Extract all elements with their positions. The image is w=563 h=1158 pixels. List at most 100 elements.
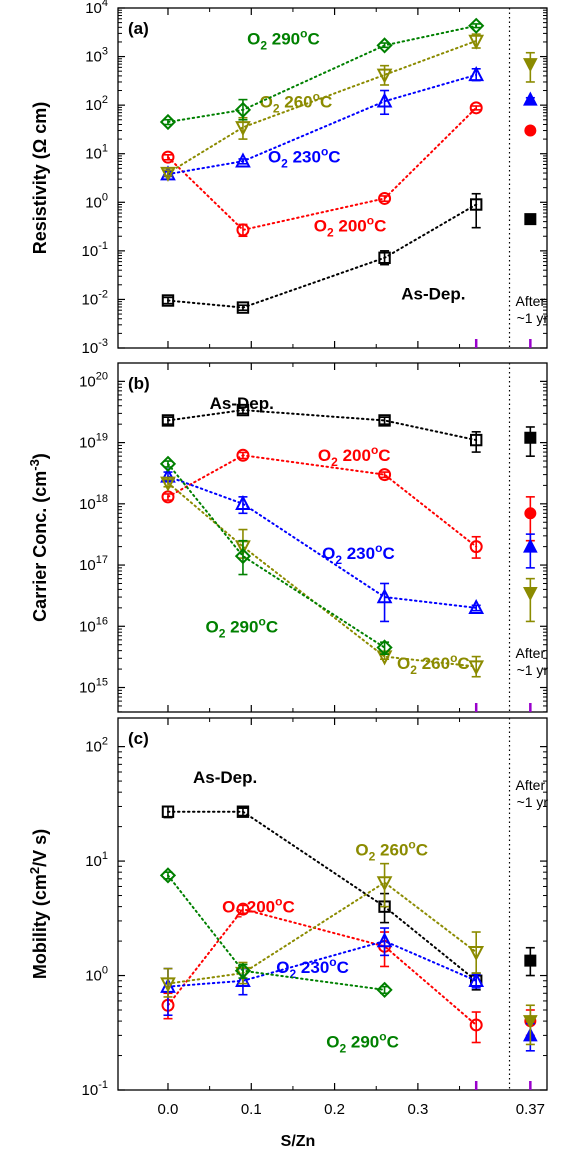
error-bar: [238, 539, 248, 576]
data-point: [468, 17, 485, 34]
plot-frame: [117, 717, 548, 1091]
series-1: O2 200oC: [161, 101, 537, 239]
series-label-unit: C: [320, 93, 332, 112]
series-label-temp: 230: [342, 544, 375, 563]
y-tick-base: 10: [85, 0, 102, 17]
data-point: [236, 301, 250, 314]
series-line: [166, 203, 478, 309]
series-label: O2 260oC: [260, 90, 333, 116]
error-bar: [380, 471, 390, 479]
series-label-sub: 2: [260, 38, 267, 52]
data-point: [161, 414, 175, 427]
y-tick-exponent: 16: [96, 615, 108, 627]
panel-label: (b): [128, 374, 150, 393]
x-tick-label: 0.3: [407, 1101, 428, 1118]
series-line: [166, 481, 478, 668]
series-label: O2 200oC: [222, 895, 295, 921]
series-label-text: O: [247, 29, 260, 48]
series-label-temp: 260: [375, 840, 408, 859]
data-point: [235, 121, 251, 137]
data-point: [376, 588, 393, 604]
y-tick-exponent: 2: [102, 94, 108, 106]
series-line: [166, 810, 478, 982]
y-axis-title-text: Resistivity (Ω cm): [30, 102, 50, 254]
series-label-unit: C: [457, 654, 469, 673]
series-label: O2 230oC: [276, 955, 349, 981]
plot-frame: [117, 7, 548, 349]
data-point: [468, 945, 485, 962]
y-tick-exponent: 15: [96, 677, 108, 689]
series-label-sup: o: [375, 541, 382, 555]
error-bar: [471, 105, 481, 111]
series-label-sup: o: [258, 614, 265, 628]
data-point: [160, 977, 176, 993]
series-3: O2 260oC: [160, 33, 538, 182]
y-tick-label: 100: [85, 965, 108, 985]
series-label-unit: C: [282, 898, 294, 917]
error-bar: [380, 862, 390, 908]
data-point: [234, 101, 252, 118]
after-data-point: [524, 213, 537, 226]
data-point: [235, 971, 251, 987]
series-label-unit: C: [416, 840, 428, 859]
y-tick-exponent: 17: [96, 554, 108, 566]
after-data-point: [524, 124, 537, 137]
series-label-text: As-Dep.: [210, 394, 274, 413]
y-tick-base: 10: [79, 680, 96, 697]
series-label-sub: 2: [339, 1042, 346, 1056]
series-label-sub: 2: [273, 102, 280, 116]
y-tick-label: 10-1: [82, 240, 108, 260]
series-label: O2 260oC: [397, 651, 470, 677]
series-label-sub: 2: [369, 849, 376, 863]
series-2: O2 230oC: [160, 467, 538, 623]
data-point: [235, 152, 251, 168]
data-point: [161, 150, 175, 164]
data-point: [469, 540, 483, 554]
series-label-sub: 2: [410, 663, 417, 677]
after-data-point: [523, 58, 538, 73]
y-tick-base: 10: [85, 968, 102, 985]
data-point: [378, 251, 391, 264]
series-label-text: O: [268, 147, 281, 166]
series-1: O2 200oC: [161, 443, 537, 559]
plot-frame: [117, 362, 548, 713]
x-tick-label: 0.0: [158, 1101, 179, 1118]
series-0: As-Dep.: [161, 394, 537, 457]
y-tick-exponent: 19: [96, 432, 108, 444]
y-tick-exponent: -1: [98, 240, 108, 252]
y-tick-exponent: -1: [98, 1079, 108, 1091]
y-tick-exponent: 2: [102, 736, 108, 748]
series-label-unit: C: [307, 29, 319, 48]
series-label-sub: 2: [335, 553, 342, 567]
data-point: [468, 971, 485, 987]
y-tick-exponent: 20: [96, 370, 108, 382]
series-label-temp: 290: [225, 617, 258, 636]
series-label-text: O: [322, 544, 335, 563]
after-data-point: [524, 507, 537, 520]
data-point: [468, 598, 485, 615]
after-data-point: [523, 91, 538, 106]
series-label-unit: C: [378, 446, 390, 465]
error-bar: [163, 153, 173, 161]
y-tick-exponent: 18: [96, 493, 108, 505]
series-label-text: O: [355, 840, 368, 859]
y-axis-title: Resistivity (Ω cm): [30, 102, 50, 254]
y-tick-exponent: -2: [98, 288, 108, 300]
error-bar: [163, 478, 173, 488]
error-bar: [471, 23, 481, 29]
error-bar: [238, 304, 248, 312]
y-tick-exponent: -3: [98, 337, 108, 349]
data-point: [159, 113, 177, 131]
series-label: As-Dep.: [210, 394, 274, 413]
series-label-sup: o: [275, 895, 282, 909]
y-tick-label: 10-3: [82, 337, 108, 357]
data-point: [378, 468, 392, 482]
series-label-unit: C: [266, 617, 278, 636]
error-bar: [471, 931, 481, 974]
data-point: [468, 66, 485, 82]
series-label-temp: 200: [334, 216, 367, 235]
series-label-sup: o: [450, 651, 457, 665]
